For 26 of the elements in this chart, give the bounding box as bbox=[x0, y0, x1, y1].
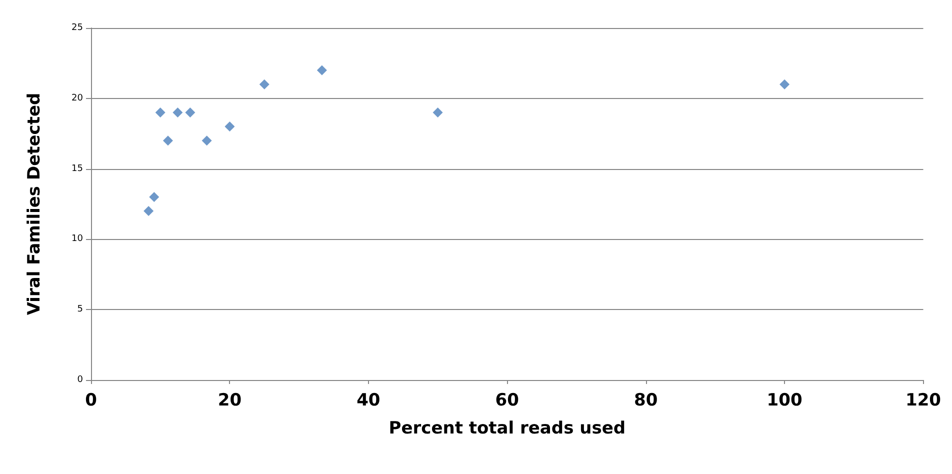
x-tick-label: 80 bbox=[634, 390, 658, 410]
point bbox=[432, 107, 443, 118]
point bbox=[316, 65, 327, 76]
y-tick-label: 20 bbox=[72, 93, 84, 104]
point bbox=[149, 192, 160, 202]
x-tick-label: 100 bbox=[766, 390, 802, 410]
point bbox=[259, 79, 270, 90]
y-tick-label: 10 bbox=[72, 234, 84, 244]
x-tick-label: 120 bbox=[906, 390, 942, 410]
point bbox=[185, 107, 196, 118]
point bbox=[224, 122, 235, 132]
point bbox=[172, 107, 183, 118]
point bbox=[780, 79, 790, 90]
y-axis-title: Viral Families Detected bbox=[24, 92, 44, 316]
point bbox=[155, 107, 166, 118]
point bbox=[144, 206, 154, 216]
point bbox=[202, 136, 212, 146]
point bbox=[162, 136, 173, 146]
y-tick-label: 5 bbox=[77, 304, 83, 315]
x-tick-label: 60 bbox=[495, 390, 520, 410]
y-tick-label: 25 bbox=[72, 23, 83, 33]
x-tick-label: 20 bbox=[218, 390, 242, 410]
x-tick-label: 40 bbox=[356, 390, 380, 410]
y-tick-label: 15 bbox=[72, 164, 83, 174]
x-axis-title: Percent total reads used bbox=[388, 418, 626, 438]
y-tick-label: 0 bbox=[77, 375, 84, 385]
